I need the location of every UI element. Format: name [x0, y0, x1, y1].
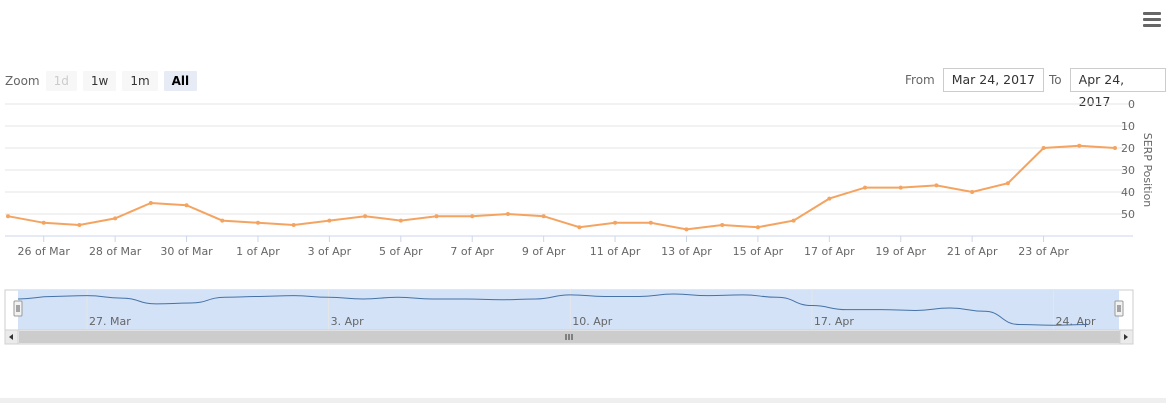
data-point[interactable]: [577, 225, 582, 230]
x-tick-label: 30 of Mar: [160, 245, 213, 258]
navigator-handle-right[interactable]: [1114, 300, 1124, 317]
data-point[interactable]: [327, 218, 332, 223]
data-point[interactable]: [827, 196, 832, 201]
to-label: To: [1049, 73, 1062, 87]
zoom-selector: Zoom 1d 1w 1m All: [5, 70, 203, 92]
x-tick-label: 21 of Apr: [947, 245, 998, 258]
navigator-handle-left[interactable]: [13, 300, 23, 317]
data-point[interactable]: [148, 201, 153, 205]
data-point[interactable]: [363, 214, 368, 219]
navigator-tick-label: 10. Apr: [572, 315, 612, 328]
x-tick-label: 13 of Apr: [661, 245, 712, 258]
data-point[interactable]: [77, 223, 82, 227]
y-axis-title: SERP Position: [1141, 133, 1154, 208]
data-point[interactable]: [1113, 146, 1117, 150]
y-tick-label: 30: [1121, 164, 1135, 177]
x-tick-label: 9 of Apr: [522, 245, 566, 258]
from-date-group: From Mar 24, 2017: [905, 68, 1044, 92]
data-point[interactable]: [1077, 143, 1082, 148]
y-axis: 0 10 20 30 40 50: [1121, 98, 1135, 221]
x-tick-label: 26 of Mar: [18, 245, 71, 258]
data-point[interactable]: [541, 214, 546, 219]
data-point[interactable]: [720, 223, 725, 227]
data-point[interactable]: [291, 223, 296, 227]
zoom-1w-button[interactable]: 1w: [82, 71, 117, 91]
series-points: [6, 143, 1117, 232]
data-point[interactable]: [648, 220, 653, 225]
y-tick-label: 10: [1121, 120, 1135, 133]
data-point[interactable]: [1041, 146, 1046, 150]
from-date-input[interactable]: Mar 24, 2017: [942, 68, 1044, 92]
x-tick-label: 15 of Apr: [733, 245, 784, 258]
x-axis: 26 of Mar 28 of Mar 30 of Mar 1 of Apr 3 of …: [18, 236, 1069, 258]
data-point[interactable]: [220, 218, 225, 223]
navigator-selection[interactable]: [18, 290, 1119, 330]
zoom-1d-button[interactable]: 1d: [45, 71, 77, 91]
data-point[interactable]: [755, 225, 760, 230]
navigator-scrollbar[interactable]: [4, 329, 1134, 345]
x-tick-label: 1 of Apr: [236, 245, 280, 258]
navigator-tick-label: 3. Apr: [331, 315, 364, 328]
zoom-1m-button[interactable]: 1m: [122, 71, 158, 91]
data-point[interactable]: [684, 227, 689, 232]
data-point[interactable]: [863, 185, 868, 190]
navigator-tick-label: 27. Mar: [89, 315, 131, 328]
x-tick-label: 11 of Apr: [590, 245, 641, 258]
x-tick-label: 3 of Apr: [308, 245, 352, 258]
data-point[interactable]: [470, 214, 475, 219]
data-point[interactable]: [255, 220, 260, 225]
to-date-input[interactable]: Apr 24, 2017: [1069, 68, 1166, 109]
zoom-label: Zoom: [5, 74, 40, 88]
arrow-right-icon: [1124, 334, 1128, 340]
data-point[interactable]: [434, 214, 439, 219]
x-tick-label: 23 of Apr: [1018, 245, 1069, 258]
y-tick-label: 20: [1121, 142, 1135, 155]
navigator-tick-label: 24. Apr: [1055, 315, 1095, 328]
y-tick-label: 40: [1121, 186, 1135, 199]
data-point[interactable]: [398, 218, 403, 223]
data-point[interactable]: [6, 214, 10, 219]
x-tick-label: 28 of Mar: [89, 245, 142, 258]
x-tick-label: 19 of Apr: [875, 245, 926, 258]
data-point[interactable]: [184, 203, 189, 208]
data-point[interactable]: [970, 190, 975, 194]
data-point[interactable]: [791, 218, 796, 223]
from-label: From: [905, 73, 935, 87]
zoom-all-button[interactable]: All: [163, 71, 198, 91]
grid-lines: [5, 103, 1133, 215]
to-date-group: To Apr 24, 2017: [1049, 68, 1166, 109]
x-tick-label: 17 of Apr: [804, 245, 855, 258]
x-tick-label: 5 of Apr: [379, 245, 423, 258]
data-point[interactable]: [41, 220, 46, 225]
navigator[interactable]: 27. Mar 3. Apr 10. Apr 17. Apr 24. Apr: [4, 289, 1134, 331]
navigator-tick-label: 17. Apr: [814, 315, 854, 328]
scrollbar-grip-icon: [565, 334, 573, 340]
data-point[interactable]: [113, 216, 118, 221]
data-point[interactable]: [898, 185, 903, 190]
data-point[interactable]: [505, 212, 510, 216]
y-tick-label: 0: [1128, 98, 1135, 111]
data-point[interactable]: [934, 183, 939, 188]
arrow-left-icon: [9, 334, 13, 340]
x-tick-label: 7 of Apr: [450, 245, 494, 258]
navigator-series-line: [17, 293, 1089, 326]
bottom-divider: [0, 398, 1166, 403]
series-line: [7, 144, 1116, 231]
data-point[interactable]: [1005, 181, 1010, 186]
data-point[interactable]: [613, 220, 618, 225]
chart-menu-icon[interactable]: [1143, 12, 1161, 28]
y-tick-label: 50: [1121, 208, 1135, 221]
